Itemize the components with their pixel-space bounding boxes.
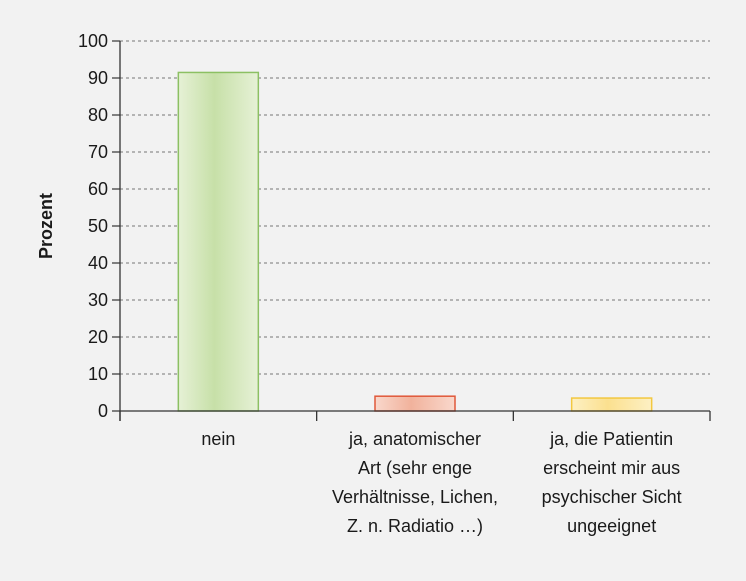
axes — [112, 40, 711, 421]
x-category-label: ja, die Patientin erscheint mir aus psychi… — [542, 429, 682, 536]
x-category-label-line: ungeeignet — [567, 516, 656, 536]
y-tick-label: 100 — [78, 31, 108, 51]
y-tick-label: 80 — [88, 105, 108, 125]
x-category-label-line: ja, die Patientin — [549, 429, 673, 449]
x-category-label: nein — [201, 429, 235, 449]
y-tick-label: 50 — [88, 216, 108, 236]
x-category-label-line: erscheint mir aus — [543, 458, 680, 478]
y-tick-label: 60 — [88, 179, 108, 199]
x-category-label-line: Verhältnisse, Lichen, — [332, 487, 498, 507]
y-tick-label: 40 — [88, 253, 108, 273]
y-tick-label: 90 — [88, 68, 108, 88]
x-category-label-line: Z. n. Radiatio …) — [347, 516, 483, 536]
bar-1 — [177, 71, 260, 412]
x-category-label-line: Art (sehr enge — [358, 458, 472, 478]
labels: 0 10 20 30 40 50 60 70 80 90 100 nein ja, anatomisch… — [78, 31, 682, 536]
x-category-label-line: nein — [201, 429, 235, 449]
x-category-label-line: psychischer Sicht — [542, 487, 682, 507]
x-category-label: ja, anatomischer Art (sehr enge Verhältnis… — [332, 429, 498, 536]
y-tick-label: 30 — [88, 290, 108, 310]
bars — [177, 71, 653, 412]
y-axis-title: Prozent — [36, 193, 56, 259]
y-tick-label: 20 — [88, 327, 108, 347]
bar-3 — [570, 397, 653, 412]
y-tick-label: 70 — [88, 142, 108, 162]
y-tick-label: 10 — [88, 364, 108, 384]
bar-2 — [374, 395, 456, 412]
y-tick-label: 0 — [98, 401, 108, 421]
x-category-label-line: ja, anatomischer — [348, 429, 481, 449]
